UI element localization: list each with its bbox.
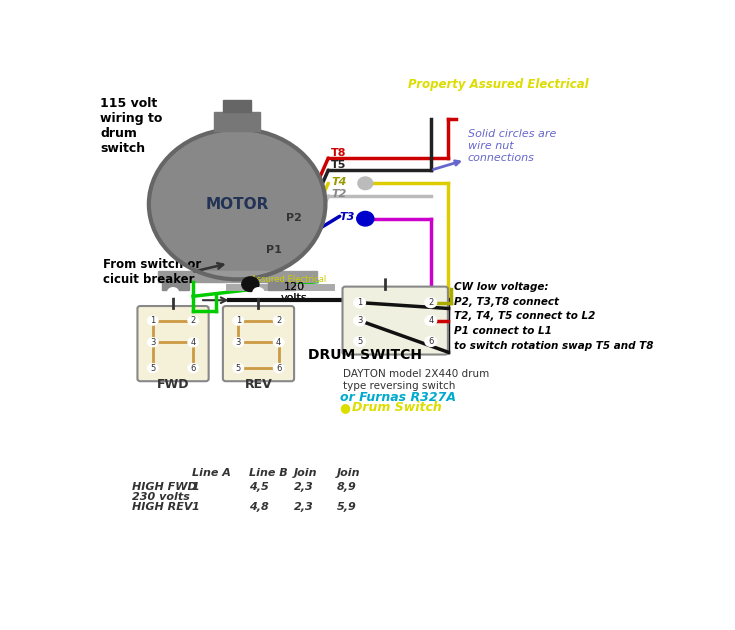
Circle shape: [233, 316, 243, 325]
Text: 230 volts: 230 volts: [132, 492, 190, 502]
Circle shape: [148, 129, 326, 279]
Text: MOTOR: MOTOR: [206, 197, 269, 212]
Text: 1: 1: [192, 483, 199, 493]
Text: Property Assured Electrical: Property Assured Electrical: [408, 77, 589, 91]
Circle shape: [148, 364, 158, 372]
Circle shape: [356, 212, 374, 226]
Circle shape: [188, 316, 198, 325]
Text: 6: 6: [276, 364, 282, 372]
Bar: [158, 271, 317, 282]
Circle shape: [233, 338, 243, 346]
Text: 4: 4: [276, 338, 282, 346]
Text: 2: 2: [429, 298, 434, 307]
Text: 5,9: 5,9: [337, 501, 356, 512]
Text: 2: 2: [276, 316, 282, 325]
Text: Drum Switch: Drum Switch: [352, 401, 442, 415]
Text: or Furnas R327A: or Furnas R327A: [340, 391, 456, 404]
Circle shape: [273, 364, 284, 372]
Text: 6: 6: [190, 364, 196, 372]
Text: T2: T2: [331, 190, 346, 199]
Text: P2: P2: [285, 213, 301, 223]
Text: DAYTON model 2X440 drum
type reversing switch: DAYTON model 2X440 drum type reversing s…: [343, 369, 489, 391]
Text: T5: T5: [331, 160, 346, 170]
Text: 6: 6: [428, 337, 434, 346]
Circle shape: [233, 364, 243, 372]
Circle shape: [273, 338, 284, 346]
Circle shape: [148, 338, 158, 346]
Text: 1: 1: [236, 316, 241, 325]
Circle shape: [354, 336, 365, 346]
Circle shape: [425, 316, 437, 326]
Text: 1: 1: [357, 298, 362, 307]
Text: Assured Electrical: Assured Electrical: [251, 275, 326, 284]
Text: REV: REV: [245, 377, 273, 391]
Text: 1: 1: [192, 501, 199, 512]
Text: Solid circles are
wire nut
connections: Solid circles are wire nut connections: [434, 129, 556, 169]
Text: HIGH FWD: HIGH FWD: [132, 483, 196, 493]
Circle shape: [168, 288, 178, 297]
Text: 8,9: 8,9: [337, 483, 356, 493]
Circle shape: [380, 268, 390, 277]
Text: T8: T8: [331, 148, 347, 158]
Text: 2,3: 2,3: [294, 483, 314, 493]
Text: 4: 4: [190, 338, 196, 346]
Text: FWD: FWD: [157, 377, 190, 391]
Text: Line A: Line A: [192, 468, 231, 478]
Text: 4: 4: [429, 316, 434, 325]
Text: 2: 2: [190, 316, 196, 325]
Text: 115 volt
wiring to
drum
switch: 115 volt wiring to drum switch: [101, 98, 162, 156]
Text: Join: Join: [337, 468, 360, 478]
Text: P1: P1: [265, 244, 282, 255]
Text: T4: T4: [331, 177, 346, 186]
Text: 5: 5: [357, 337, 362, 346]
Circle shape: [354, 316, 365, 326]
Text: DRUM SWITCH: DRUM SWITCH: [308, 348, 423, 362]
Text: ●: ●: [340, 401, 351, 415]
Text: 3: 3: [357, 316, 362, 325]
Text: Join: Join: [294, 468, 318, 478]
Circle shape: [188, 338, 198, 346]
Text: 4,5: 4,5: [248, 483, 268, 493]
Text: T3: T3: [340, 212, 355, 222]
Circle shape: [188, 364, 198, 372]
Circle shape: [273, 316, 284, 325]
Bar: [268, 281, 295, 290]
Text: HIGH REV: HIGH REV: [132, 501, 193, 512]
Text: 4,8: 4,8: [248, 501, 268, 512]
Circle shape: [254, 288, 264, 297]
Bar: [162, 281, 189, 290]
Text: 120
volts: 120 volts: [281, 282, 307, 304]
FancyBboxPatch shape: [343, 287, 448, 355]
FancyBboxPatch shape: [137, 306, 209, 381]
Circle shape: [358, 177, 373, 190]
Text: From switch or
cicuit breaker: From switch or cicuit breaker: [103, 258, 201, 286]
Circle shape: [148, 316, 158, 325]
Text: 3: 3: [236, 338, 241, 346]
Text: 1: 1: [150, 316, 155, 325]
Text: 2,3: 2,3: [294, 501, 314, 512]
Text: 5: 5: [236, 364, 241, 372]
Text: 3: 3: [150, 338, 156, 346]
Circle shape: [425, 336, 437, 346]
Text: 5: 5: [150, 364, 155, 372]
Bar: [215, 112, 260, 132]
Circle shape: [354, 298, 365, 307]
Bar: [223, 100, 251, 112]
Text: Line B: Line B: [248, 468, 287, 478]
Text: CW low voltage:
P2, T3,T8 connect
T2, T4, T5 connect to L2
P1 connect to L1
to s: CW low voltage: P2, T3,T8 connect T2, T4…: [453, 282, 653, 351]
Circle shape: [242, 277, 259, 292]
Circle shape: [425, 298, 437, 307]
Text: 120
volts: 120 volts: [281, 282, 307, 304]
FancyBboxPatch shape: [223, 306, 294, 381]
